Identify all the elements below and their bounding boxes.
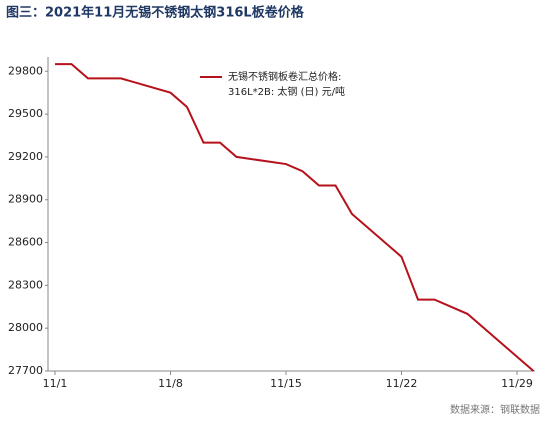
x-tick-label: 11/8 [158, 377, 183, 390]
y-tick-label: 27700 [8, 364, 43, 377]
y-tick-label: 29500 [8, 107, 43, 120]
legend-label: 无锡不锈钢板卷汇总价格: [228, 70, 341, 83]
y-tick-label: 28000 [8, 321, 43, 334]
x-tick-label: 11/22 [386, 377, 418, 390]
line [55, 63, 535, 372]
y-tick-label: 29200 [8, 150, 43, 163]
source: 数据来源：钢联数据 [450, 403, 540, 416]
legend-note: 316L*2B: 太钢 (日) 元/吨 [228, 85, 345, 98]
x-tick-label: 11/1 [43, 377, 68, 390]
y-tick-label: 29800 [8, 64, 43, 77]
x-tick-label: 11/15 [270, 377, 302, 390]
y-tick-label: 28300 [8, 278, 43, 291]
y-tick-label: 28900 [8, 193, 43, 206]
chart-title: 图三：2021年11月无锡不锈钢太钢316L板卷价格 [6, 5, 305, 21]
y-tick-label: 28600 [8, 236, 43, 249]
x-tick-label: 11/29 [501, 377, 533, 390]
